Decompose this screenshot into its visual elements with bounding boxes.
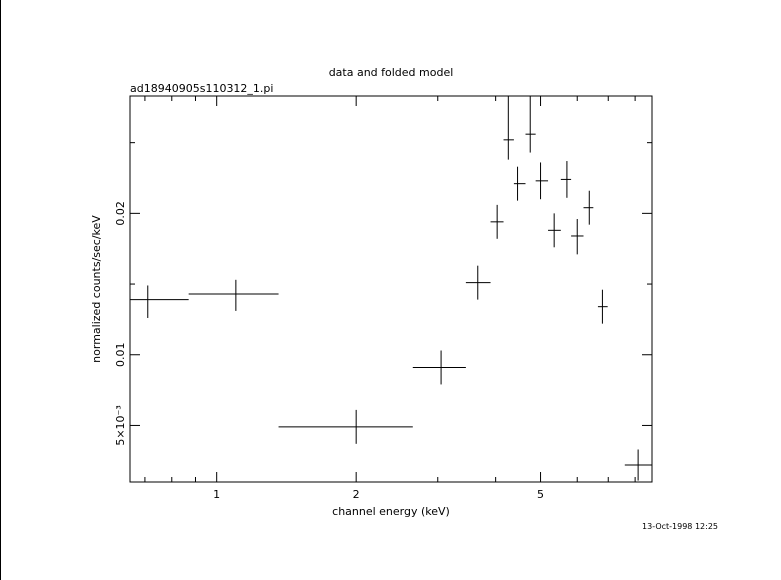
data-point: [513, 166, 526, 201]
x-axis-ticks: 1 2 5: [144, 96, 636, 501]
y-axis-label: normalized counts/sec/keV: [90, 215, 103, 363]
data-point: [188, 279, 279, 311]
data-point: [130, 285, 189, 318]
y-tick-label: 5×10⁻³: [114, 405, 127, 445]
data-point: [597, 289, 608, 324]
chart-title: data and folded model: [329, 66, 454, 79]
timestamp: 13-Oct-1998 12:25: [642, 522, 718, 531]
x-tick-label: 1: [213, 488, 220, 501]
data-point: [548, 213, 561, 248]
x-tick-label: 5: [537, 488, 544, 501]
window-left-edge: [0, 0, 1, 580]
y-tick-label: 0.01: [114, 342, 127, 367]
data-points: [130, 96, 652, 481]
y-tick-label: 0.02: [114, 201, 127, 226]
x-axis-label: channel energy (keV): [332, 505, 450, 518]
y-axis-ticks: 5×10⁻³ 0.01 0.02: [114, 142, 652, 446]
data-point: [583, 190, 594, 225]
data-point: [412, 350, 466, 385]
data-point: [624, 449, 652, 481]
data-point: [535, 162, 549, 200]
plot-frame: [129, 95, 653, 483]
data-point: [525, 96, 536, 153]
data-point: [503, 96, 514, 160]
x-tick-label: 2: [353, 488, 360, 501]
data-point: [278, 409, 413, 444]
data-point: [571, 219, 584, 255]
data-point: [490, 204, 504, 239]
data-point: [465, 265, 491, 300]
chart-subtitle: ad18940905s110312_1.pi: [130, 82, 273, 95]
data-point: [560, 161, 572, 198]
